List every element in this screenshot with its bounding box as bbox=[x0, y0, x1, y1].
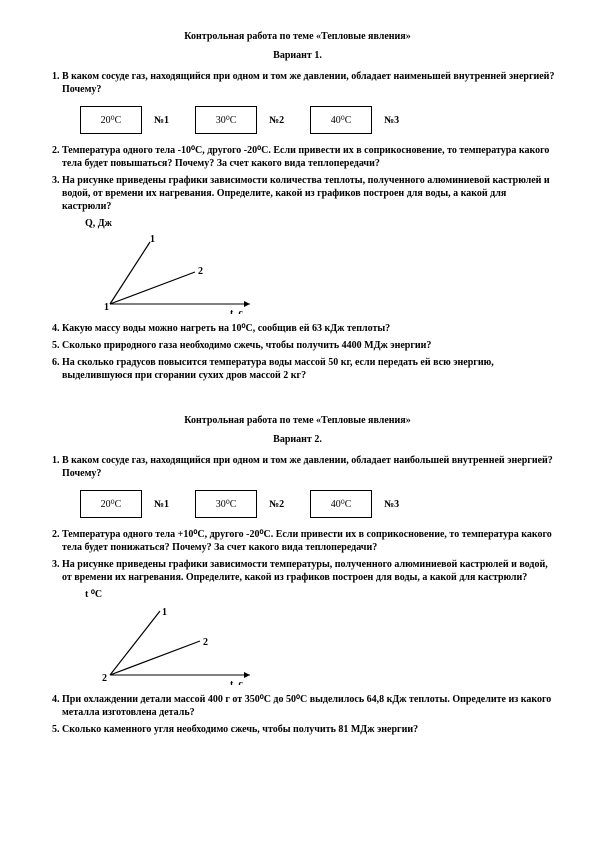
test1-list: В каком сосуде газ, находящийся при одно… bbox=[40, 70, 555, 96]
test2-boxes: 20⁰С №1 30⁰С №2 40⁰С №3 bbox=[80, 490, 555, 518]
label-n3: №3 bbox=[384, 114, 399, 127]
svg-text:t, с: t, с bbox=[230, 308, 243, 314]
label-n2-2: №2 bbox=[269, 498, 284, 511]
svg-text:1: 1 bbox=[150, 234, 155, 245]
test2-list: В каком сосуде газ, находящийся при одно… bbox=[40, 454, 555, 480]
box-40: 40⁰С bbox=[310, 106, 372, 134]
q4: Какую массу воды можно нагреть на 10⁰С, … bbox=[62, 322, 555, 335]
test2-list2: Температура одного тела +10⁰С, другого -… bbox=[40, 528, 555, 584]
test1-list2: Температура одного тела -10⁰С, другого -… bbox=[40, 144, 555, 213]
test2-title: Контрольная работа по теме «Тепловые явл… bbox=[40, 414, 555, 427]
label-n1: №1 bbox=[154, 114, 169, 127]
graph1: 1 2 1 t, с bbox=[100, 234, 555, 314]
svg-text:1: 1 bbox=[104, 302, 109, 313]
q2: Температура одного тела -10⁰С, другого -… bbox=[62, 144, 555, 170]
box-30-2: 30⁰С bbox=[195, 490, 257, 518]
svg-text:2: 2 bbox=[198, 266, 203, 277]
t2q3: На рисунке приведены графики зависимости… bbox=[62, 558, 555, 584]
t2q5: Сколько каменного угля необходимо сжечь,… bbox=[62, 723, 555, 736]
axis-label-t: t ⁰С bbox=[85, 588, 555, 601]
label-n3-2: №3 bbox=[384, 498, 399, 511]
label-n1-2: №1 bbox=[154, 498, 169, 511]
test1-variant: Вариант 1. bbox=[40, 49, 555, 62]
box-20: 20⁰С bbox=[80, 106, 142, 134]
svg-text:1: 1 bbox=[162, 607, 167, 618]
t2q4: При охлаждении детали массой 400 г от 35… bbox=[62, 693, 555, 719]
q3: На рисунке приведены графики зависимости… bbox=[62, 174, 555, 213]
graph2-svg: 1 2 2 t, с bbox=[100, 605, 260, 685]
svg-text:t, с: t, с bbox=[230, 679, 243, 685]
box-30: 30⁰С bbox=[195, 106, 257, 134]
test2-list3: При охлаждении детали массой 400 г от 35… bbox=[40, 693, 555, 736]
graph1-svg: 1 2 1 t, с bbox=[100, 234, 260, 314]
test1-title: Контрольная работа по теме «Тепловые явл… bbox=[40, 30, 555, 43]
svg-text:2: 2 bbox=[102, 673, 107, 684]
q1: В каком сосуде газ, находящийся при одно… bbox=[62, 70, 555, 96]
t2q1: В каком сосуде газ, находящийся при одно… bbox=[62, 454, 555, 480]
box-20-2: 20⁰С bbox=[80, 490, 142, 518]
q6: На сколько градусов повысится температур… bbox=[62, 356, 555, 382]
test2-variant: Вариант 2. bbox=[40, 433, 555, 446]
label-n2: №2 bbox=[269, 114, 284, 127]
svg-text:2: 2 bbox=[203, 637, 208, 648]
box-40-2: 40⁰С bbox=[310, 490, 372, 518]
t2q2: Температура одного тела +10⁰С, другого -… bbox=[62, 528, 555, 554]
test1-list3: Какую массу воды можно нагреть на 10⁰С, … bbox=[40, 322, 555, 382]
axis-label-q: Q, Дж bbox=[85, 217, 555, 230]
test1-boxes: 20⁰С №1 30⁰С №2 40⁰С №3 bbox=[80, 106, 555, 134]
graph2: 1 2 2 t, с bbox=[100, 605, 555, 685]
q5: Сколько природного газа необходимо сжечь… bbox=[62, 339, 555, 352]
